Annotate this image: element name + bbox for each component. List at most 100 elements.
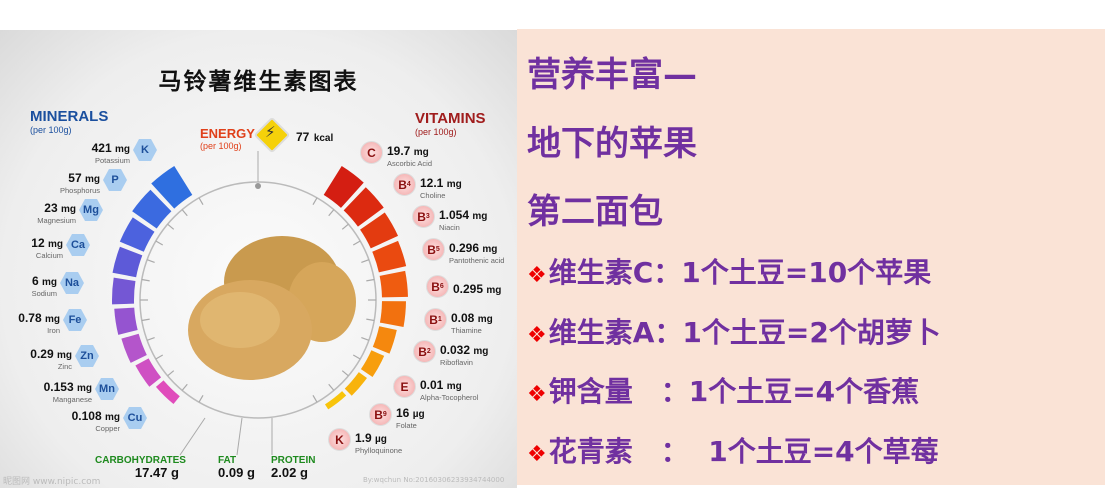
mineral-bar (132, 189, 172, 229)
bullet-icon: ❖ (527, 323, 547, 348)
energy-header: ENERGY (per 100g) (200, 126, 255, 151)
potato-nutrition-infographic: 马铃薯维生素图表 MINERALS (per 100g) ENERGY (per… (0, 30, 517, 488)
macro-protein: PROTEIN 2.02 g (271, 455, 316, 480)
tick-mark (328, 209, 335, 217)
vitamin-bar (343, 187, 384, 227)
vitamin-bar (372, 240, 407, 273)
minerals-header: MINERALS (per 100g) (30, 108, 108, 135)
mineral-item: 0.29 mg Zinc (30, 347, 72, 371)
mineral-symbol-icon: K (133, 139, 157, 161)
energy-per: (per 100g) (200, 141, 242, 151)
mineral-item: 0.108 mg Copper (71, 409, 120, 433)
mineral-bar (114, 307, 138, 335)
vitamins-per: (per 100g) (415, 127, 457, 137)
vitamins-heading: VITAMINS (415, 110, 486, 127)
mineral-item: 57 mg Phosphorus (59, 171, 100, 195)
vitamin-item: 0.296 mg Pantothenic acid (449, 241, 505, 265)
vitamin-bar (323, 166, 364, 208)
heading-line-2: 地下的苹果 (527, 124, 697, 164)
bullet-icon: ❖ (527, 442, 547, 467)
vitamin-bar (344, 372, 367, 396)
mineral-item: 0.78 mg Iron (18, 311, 60, 335)
fact-vitamin-c: ❖维生素C：1个土豆=10个苹果 (527, 256, 932, 289)
tick-mark (352, 354, 361, 360)
mineral-symbol-icon: Ca (66, 234, 90, 256)
minerals-heading: MINERALS (30, 108, 109, 125)
vitamin-symbol-icon: K (328, 428, 351, 451)
vitamin-item: 19.7 mg Ascorbic Acid (387, 144, 433, 168)
fact-vitamin-a: ❖维生素A：1个土豆=2个胡萝卜 (527, 316, 941, 349)
energy-heading: ENERGY (200, 126, 255, 141)
tick-mark (141, 318, 150, 322)
vitamin-item: 1.054 mg Niacin (439, 208, 488, 232)
mineral-symbol-icon: Mn (95, 378, 119, 400)
minerals-per: (per 100g) (30, 125, 72, 135)
mineral-bar (112, 277, 136, 305)
macro-fat: FAT 0.09 g (218, 455, 255, 480)
tick-mark (146, 259, 155, 263)
vitamin-bar (360, 350, 385, 377)
tick-mark (312, 197, 318, 206)
infographic-title: 马铃薯维生素图表 (158, 69, 359, 95)
vitamin-item: 0.295 mg (453, 282, 502, 296)
mineral-symbol-icon: Na (60, 272, 84, 294)
macro-pointer-line (179, 417, 206, 456)
mineral-bar (112, 246, 143, 278)
vitamin-item: 0.08 mg Thiamine (451, 311, 493, 335)
mineral-bar (135, 358, 162, 387)
vitamin-bar (360, 212, 399, 249)
vitamin-symbol-icon: E (393, 375, 416, 398)
watermark-right: By:wqchun No:20160306233934744000 (363, 476, 505, 484)
tick-mark (341, 223, 349, 230)
potato-highlight (200, 292, 280, 348)
vitamin-bar (372, 326, 397, 354)
vitamin-bar (379, 270, 408, 298)
tick-mark (141, 278, 150, 282)
vitamin-symbol-icon: C (360, 141, 383, 164)
tick-mark (155, 240, 164, 246)
tick-mark (181, 383, 188, 391)
tick-mark (366, 278, 375, 282)
fact-anthocyanin: ❖花青素 ： 1个土豆=4个草莓 (527, 435, 939, 468)
tick-mark (181, 209, 188, 217)
text-panel: 营养丰富— 地下的苹果 第二面包 ❖维生素C：1个土豆=10个苹果 ❖维生素A：… (517, 29, 1105, 485)
tick-mark (366, 318, 375, 322)
macro-carbohydrates: CARBOHYDRATES 17.47 g (95, 455, 186, 480)
tick-mark (352, 240, 361, 246)
energy-pointer-dot (255, 183, 261, 189)
tick-mark (146, 337, 155, 341)
tick-mark (198, 394, 204, 403)
tick-mark (198, 197, 204, 206)
bullet-icon: ❖ (527, 263, 547, 288)
energy-value: 77 kcal (296, 130, 334, 144)
watermark-left: 昵图网 www.nipic.com (3, 477, 101, 487)
tick-mark (167, 223, 175, 230)
heading-line-1: 营养丰富— (527, 55, 697, 95)
mineral-item: 23 mg Magnesium (37, 201, 76, 225)
vitamin-item: 0.032 mg Riboflavin (440, 343, 489, 367)
mineral-symbol-icon: P (103, 169, 127, 191)
mineral-item: 0.153 mg Manganese (43, 380, 92, 404)
vitamins-header: VITAMINS (per 100g) (415, 110, 486, 137)
vitamin-item: 16 µg Folate (396, 406, 425, 430)
mineral-bar (119, 217, 155, 252)
mineral-item: 6 mg Sodium (31, 274, 57, 298)
heading-line-3: 第二面包 (527, 192, 663, 232)
mineral-item: 421 mg Potassium (91, 141, 130, 165)
tick-mark (361, 259, 370, 263)
mineral-bar (151, 166, 193, 209)
vitamin-bar (324, 391, 347, 410)
tick-mark (167, 370, 175, 377)
tick-mark (328, 383, 335, 391)
lightning-glyph: ⚡ (265, 123, 276, 141)
mineral-symbol-icon: Zn (75, 345, 99, 367)
mineral-item: 12 mg Calcium (31, 236, 63, 260)
tick-mark (155, 354, 164, 360)
